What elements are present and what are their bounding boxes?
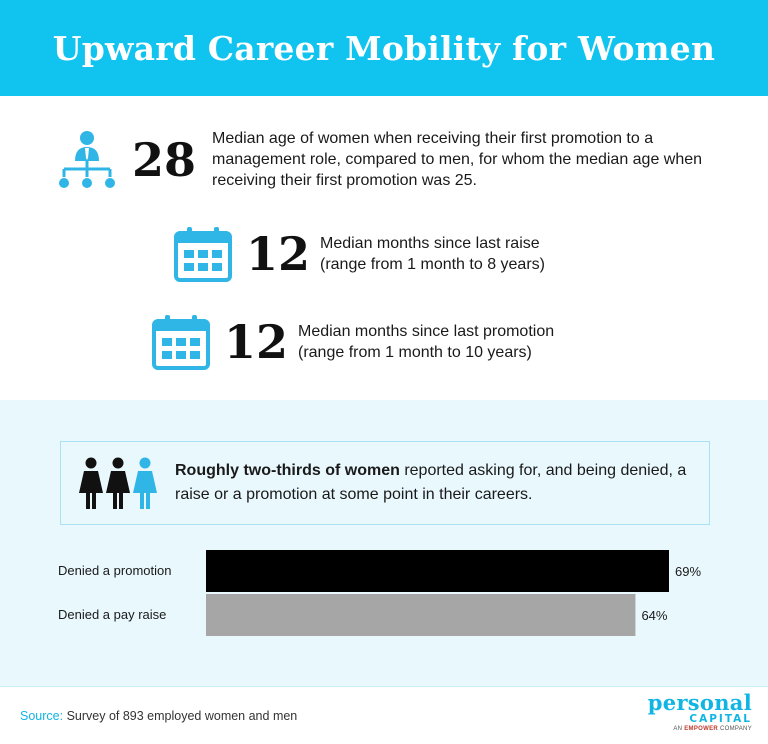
lower-panel (0, 400, 768, 686)
callout-bold: Roughly two-thirds of women (175, 462, 400, 479)
stat-number: 28 (132, 132, 197, 187)
stat-last-promotion: 12 Median months since last promotion (r… (152, 314, 554, 370)
personal-capital-logo: personal CAPITAL AN EMPOWER COMPANY (647, 690, 752, 734)
bar (206, 594, 636, 636)
stat-number: 12 (224, 315, 289, 369)
logo-line2: CAPITAL (689, 713, 752, 725)
footer: Source: Survey of 893 employed women and… (0, 686, 768, 744)
stat-description-line1: Median months since last promotion (298, 323, 555, 340)
stat-description-line1: Median months since last raise (320, 235, 540, 252)
stat-description-line2: (range from 1 month to 8 years) (320, 256, 545, 273)
logo-line3: AN EMPOWER COMPANY (648, 725, 752, 734)
stat-first-promotion-age: 28 Median age of women when receiving th… (56, 128, 722, 191)
logo-line3-b: EMPOWER (684, 726, 719, 732)
stat-description: Median age of women when receiving their… (212, 130, 703, 189)
source-text: Survey of 893 employed women and men (63, 709, 298, 723)
bar-category-label: Denied a pay raise (58, 607, 166, 622)
stat-last-raise: 12 Median months since last raise (range… (174, 226, 545, 282)
bar-value-label: 69% (675, 564, 701, 579)
source-note: Source: Survey of 893 employed women and… (20, 709, 297, 723)
stat-description: Median months since last promotion (rang… (298, 321, 554, 363)
calendar-icon (152, 315, 210, 370)
callout-box: Roughly two-thirds of women reported ask… (60, 441, 710, 525)
bar-category-label: Denied a promotion (58, 563, 171, 578)
bar (206, 550, 669, 592)
stat-number: 12 (246, 227, 311, 281)
logo-line3-a: AN (673, 726, 685, 732)
stat-description-line2: (range from 1 month to 10 years) (298, 344, 532, 361)
calendar-icon (174, 227, 232, 282)
women-group-icon (79, 457, 157, 509)
logo-line1: personal (647, 690, 752, 715)
org-chart-icon (59, 130, 115, 188)
callout-text: Roughly two-thirds of women reported ask… (175, 459, 705, 507)
header-banner: Upward Career Mobility for Women (0, 0, 768, 96)
callout-rest: reported asking for, and being denied, a… (175, 462, 687, 503)
bar-value-label: 64% (641, 608, 667, 623)
page-title: Upward Career Mobility for Women (52, 28, 716, 68)
stat-description: Median months since last raise (range fr… (320, 233, 545, 275)
source-label: Source: (20, 709, 64, 723)
denial-bar-chart: Denied a promotion 69% Denied a pay raise 6… (58, 550, 701, 636)
logo-line3-c: COMPANY (718, 726, 752, 732)
